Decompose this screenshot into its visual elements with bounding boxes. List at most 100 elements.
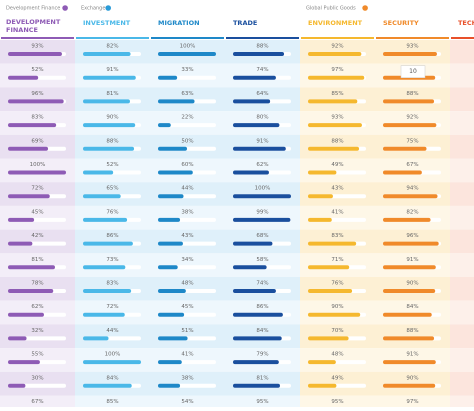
bar bbox=[8, 383, 26, 388]
value-label: 88% bbox=[256, 44, 268, 50]
value-label: 81% bbox=[106, 91, 118, 97]
bar bbox=[383, 170, 422, 175]
row-bg bbox=[75, 324, 150, 349]
column-header[interactable]: INVESTMENT bbox=[83, 19, 131, 27]
value-label: 78% bbox=[31, 281, 43, 287]
bar bbox=[158, 360, 182, 365]
row-bg bbox=[300, 134, 375, 159]
value-label: 71% bbox=[331, 257, 343, 263]
bar bbox=[308, 241, 357, 246]
row-bg bbox=[300, 40, 375, 64]
row-bg bbox=[450, 63, 474, 88]
bar bbox=[308, 170, 337, 175]
row-bg bbox=[150, 253, 225, 277]
row-bg bbox=[375, 324, 450, 349]
bar bbox=[308, 217, 332, 222]
row-bg bbox=[0, 158, 75, 183]
row-bg bbox=[75, 300, 150, 325]
value-label: 43% bbox=[331, 186, 343, 192]
row-bg bbox=[150, 205, 225, 230]
row-bg bbox=[450, 111, 474, 135]
row-bg bbox=[375, 300, 450, 325]
value-label: 44% bbox=[181, 186, 193, 192]
row-bg bbox=[450, 277, 474, 301]
value-label: 49% bbox=[331, 375, 343, 381]
row-bg bbox=[150, 40, 225, 64]
value-label: 50% bbox=[181, 138, 193, 144]
bar bbox=[233, 75, 276, 80]
bar bbox=[308, 265, 350, 270]
value-label: 54% bbox=[181, 399, 193, 405]
value-label: 45% bbox=[31, 209, 43, 215]
row-bg bbox=[0, 205, 75, 230]
value-label: 55% bbox=[31, 352, 43, 358]
value-label: 38% bbox=[181, 209, 193, 215]
value-label: 69% bbox=[31, 138, 43, 144]
value-label: 97% bbox=[331, 67, 343, 73]
value-label: 65% bbox=[106, 186, 118, 192]
column-header[interactable]: ENVIRONMENT bbox=[308, 19, 363, 27]
row-bg bbox=[225, 158, 300, 183]
row-bg bbox=[75, 158, 150, 183]
bar bbox=[83, 336, 109, 341]
help-icon[interactable] bbox=[362, 5, 368, 11]
value-label: 48% bbox=[181, 281, 193, 287]
value-label: 41% bbox=[331, 209, 343, 215]
bar bbox=[8, 360, 40, 365]
column-header-bg bbox=[75, 0, 150, 40]
help-icon[interactable] bbox=[62, 5, 68, 11]
column-header[interactable]: TECH bbox=[458, 19, 474, 27]
bar bbox=[383, 383, 436, 388]
value-label: 76% bbox=[331, 281, 343, 287]
bar bbox=[8, 289, 54, 293]
bar bbox=[308, 146, 360, 151]
column-header-bg bbox=[150, 0, 225, 40]
column-underline bbox=[151, 37, 224, 39]
row-bg bbox=[375, 253, 450, 277]
row-bg bbox=[75, 277, 150, 301]
row-bg bbox=[75, 63, 150, 88]
row-bg bbox=[450, 87, 474, 112]
column-header[interactable]: MIGRATION bbox=[158, 19, 200, 27]
value-label: 81% bbox=[31, 257, 43, 263]
row-bg bbox=[450, 371, 474, 396]
row-bg bbox=[0, 324, 75, 349]
column-underline bbox=[301, 37, 374, 39]
bar bbox=[158, 146, 187, 151]
value-label: 95% bbox=[331, 399, 343, 405]
row-bg bbox=[225, 253, 300, 277]
bar bbox=[8, 75, 39, 80]
row-bg bbox=[0, 253, 75, 277]
value-label: 84% bbox=[106, 375, 118, 381]
row-bg bbox=[150, 87, 225, 112]
value-label: 74% bbox=[256, 67, 268, 73]
help-icon[interactable] bbox=[105, 5, 111, 11]
row-bg bbox=[300, 158, 375, 183]
bar bbox=[383, 312, 432, 317]
value-label: 88% bbox=[406, 328, 418, 334]
bar bbox=[308, 336, 349, 341]
bar bbox=[308, 312, 361, 317]
row-bg bbox=[75, 229, 150, 254]
column-underline bbox=[1, 37, 74, 39]
row-bg bbox=[225, 182, 300, 206]
bar bbox=[158, 194, 184, 199]
row-bg bbox=[150, 348, 225, 372]
bar bbox=[8, 217, 35, 222]
value-label: 85% bbox=[331, 91, 343, 97]
value-label: 48% bbox=[331, 352, 343, 358]
value-label: 93% bbox=[331, 115, 343, 121]
column-header[interactable]: SECURITY bbox=[383, 19, 419, 27]
bar bbox=[83, 75, 136, 80]
row-bg bbox=[75, 40, 150, 64]
bar bbox=[233, 289, 276, 293]
row-bg bbox=[0, 371, 75, 396]
row-bg bbox=[0, 87, 75, 112]
column-header[interactable]: DEVELOPMENT FINANCE bbox=[6, 18, 61, 34]
row-bg bbox=[375, 87, 450, 112]
value-label: 83% bbox=[331, 233, 343, 239]
column-header[interactable]: TRADE bbox=[233, 19, 257, 27]
column-header-bg bbox=[300, 0, 375, 40]
bar bbox=[83, 312, 125, 317]
bar bbox=[308, 99, 358, 104]
